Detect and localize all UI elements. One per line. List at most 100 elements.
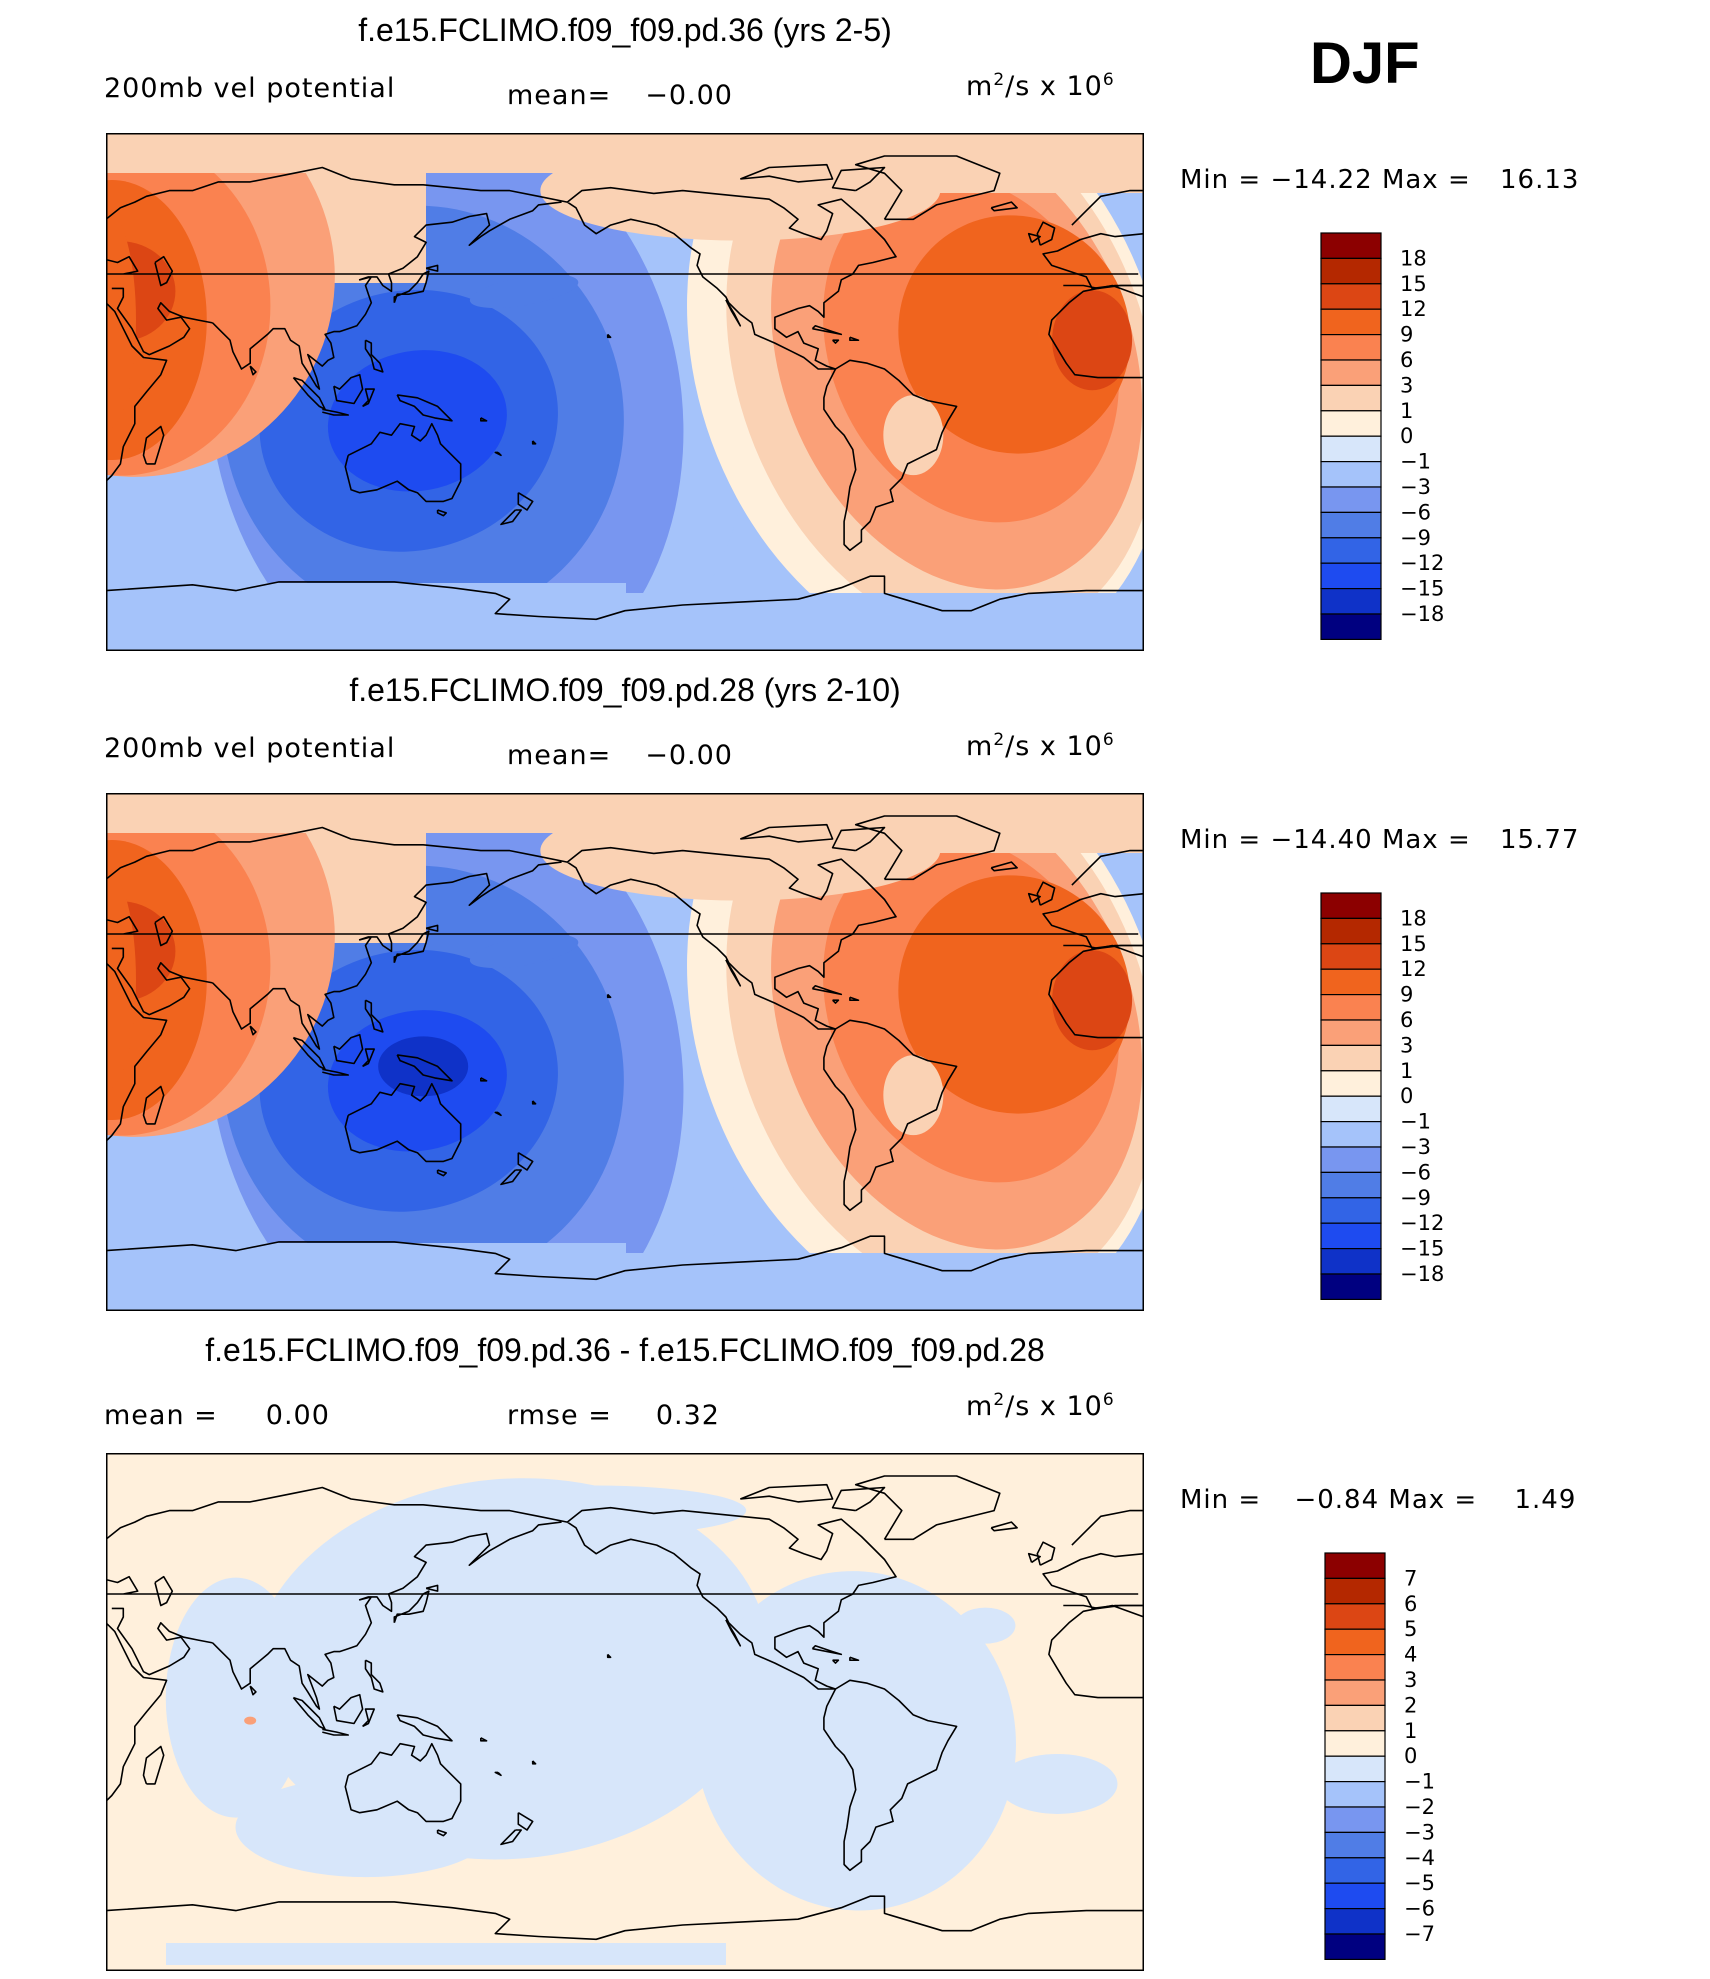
positive-contour	[540, 800, 941, 901]
coastline	[849, 1656, 860, 1661]
coastline	[154, 915, 174, 947]
coastline	[212, 201, 562, 390]
coastline	[1048, 284, 1144, 379]
coastline	[531, 1760, 537, 1765]
coastline	[1027, 232, 1042, 244]
coastline	[479, 1737, 488, 1742]
coastline	[831, 1486, 886, 1512]
colorbar-box	[1320, 461, 1382, 488]
colorbar-tick-label: 6	[1400, 348, 1413, 372]
coastline	[854, 155, 1001, 221]
coastline	[212, 861, 562, 1050]
coastlines	[106, 1475, 1144, 1941]
coastline	[106, 255, 1139, 275]
colorbar-tick-label: −12	[1400, 551, 1444, 575]
negative-contour	[166, 1943, 726, 1965]
coastline	[606, 1653, 612, 1659]
coastline	[479, 417, 488, 422]
colorbar-box	[1320, 283, 1382, 310]
colorbar-tick-label: −9	[1400, 526, 1431, 550]
positive-contour	[898, 875, 1131, 1114]
colorbar-box	[1324, 1704, 1386, 1732]
coastline	[725, 959, 742, 987]
panel-3-mean: mean = 0.00	[104, 1400, 330, 1431]
colorbar-tick-label: 15	[1400, 932, 1427, 956]
coastline	[106, 302, 168, 482]
colorbar-box	[1324, 1755, 1386, 1783]
colorbar-box	[1320, 993, 1382, 1021]
coastline	[425, 924, 439, 932]
coastline	[1027, 1552, 1042, 1564]
coastline	[249, 1685, 257, 1696]
colorbar-tick-label: −5	[1404, 1871, 1435, 1895]
coastline	[362, 388, 376, 408]
panel-3-map	[106, 1453, 1144, 1976]
coastline	[494, 451, 502, 457]
coastline	[142, 1745, 165, 1785]
coastline	[362, 1048, 376, 1068]
colorbar-box	[1320, 1273, 1382, 1300]
coastline	[1071, 849, 1144, 886]
colorbar-tick-label: 15	[1400, 272, 1427, 296]
map-frame	[106, 133, 1144, 651]
coastline	[500, 1169, 523, 1186]
coastline	[811, 985, 843, 996]
negative-contour	[695, 1571, 1016, 1911]
coastline	[106, 575, 1144, 621]
colorbar-tick-label: −15	[1400, 1237, 1444, 1261]
coastline	[479, 1077, 488, 1082]
coastline	[849, 996, 860, 1001]
coastline	[500, 1829, 523, 1846]
coastline	[393, 1590, 430, 1624]
panel-1-mean: mean= −0.00	[507, 80, 733, 111]
colorbar-tick-label: −3	[1404, 1820, 1435, 1844]
colorbar-tick-label: −3	[1400, 1135, 1431, 1159]
colorbar-tick-label: 6	[1400, 1008, 1413, 1032]
colorbar-tick-label: 3	[1400, 373, 1413, 397]
coastline	[396, 1054, 453, 1082]
colorbar-box	[1320, 1019, 1382, 1046]
colorbar-box	[1324, 1781, 1386, 1808]
coastline	[832, 339, 840, 344]
coastline	[566, 1506, 897, 1690]
contour-field	[106, 1453, 1144, 1971]
panel-1-minmax: Min = −14.22 Max = 16.13	[1180, 165, 1580, 195]
contour-field	[106, 133, 1144, 651]
colorbar-box	[1320, 1121, 1382, 1148]
colorbar-tick-label: 1	[1404, 1719, 1417, 1743]
coastline	[849, 336, 860, 341]
coastline	[831, 166, 886, 192]
colorbar-tick-label: −6	[1400, 1160, 1431, 1184]
coastlines	[106, 815, 1144, 1281]
colorbar-box	[1320, 257, 1382, 285]
coastline	[322, 408, 349, 416]
colorbar-box	[1324, 1882, 1386, 1910]
coastline	[106, 1622, 168, 1802]
colorbar-box	[1320, 410, 1382, 437]
colorbar-tick-label: −3	[1400, 475, 1431, 499]
panel-2-field-label: 200mb vel potential	[104, 733, 396, 764]
coastline	[364, 999, 384, 1033]
colorbar-tick-label: 18	[1400, 906, 1427, 930]
coastline	[854, 815, 1001, 881]
positive-contour	[244, 1716, 257, 1725]
coastline	[1027, 892, 1042, 904]
negative-contour	[626, 1253, 1144, 1311]
coastline	[322, 1728, 349, 1736]
coastline	[832, 1659, 840, 1664]
coastline	[831, 826, 886, 852]
colorbar-box	[1320, 1171, 1382, 1199]
coastline	[990, 1521, 1018, 1532]
coastline	[154, 1575, 174, 1607]
coastline	[1071, 189, 1144, 226]
coastline	[106, 1895, 1144, 1941]
colorbar-tick-label: 6	[1404, 1592, 1417, 1616]
coastline	[154, 255, 174, 287]
colorbar-tick-label: 18	[1400, 246, 1427, 270]
coastline	[396, 1714, 453, 1742]
coastline	[333, 373, 364, 405]
colorbar-tick-label: −12	[1400, 1211, 1444, 1235]
coastline	[517, 1152, 534, 1171]
